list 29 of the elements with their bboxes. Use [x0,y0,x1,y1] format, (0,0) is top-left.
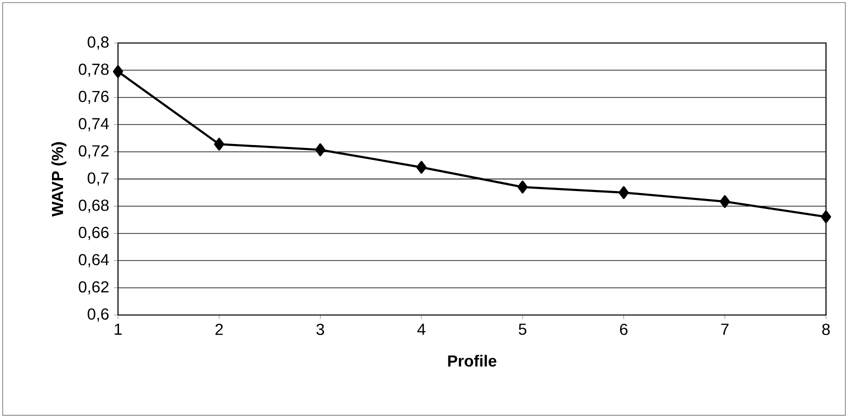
y-tick-label: 0,74 [78,118,109,132]
point [820,210,832,224]
y-axis-title: WAVP (%) [51,142,66,217]
y-tick-label: 0,68 [78,200,109,213]
y-tick-label: 0,72 [78,145,108,158]
point [315,143,326,156]
y-tick-label: 0,6 [88,308,109,322]
point [518,180,528,194]
point [112,65,124,78]
point [720,195,730,208]
y-tick-label: 0,78 [78,64,109,77]
y-tick-label: 0,66 [78,226,109,240]
x-axis-title: Profile [448,354,496,367]
x-tick-label: 1 [114,324,122,335]
y-tick-label: 0,76 [78,90,109,104]
point [416,160,426,174]
x-tick-label: 2 [215,324,223,335]
x-tick-label: 7 [721,324,728,335]
y-tick-label: 0,8 [88,36,109,50]
point [618,186,629,199]
x-tick-label: 8 [822,324,830,336]
x-tick-label: 3 [316,324,324,336]
x-tick-label: 4 [417,324,426,335]
y-tick-label: 0,7 [88,172,108,186]
x-tick-label: 5 [518,324,526,335]
point [214,138,224,151]
y-tick-label: 0,62 [78,281,108,294]
x-tick-label: 6 [620,324,628,336]
y-tick-label: 0,64 [78,254,109,268]
